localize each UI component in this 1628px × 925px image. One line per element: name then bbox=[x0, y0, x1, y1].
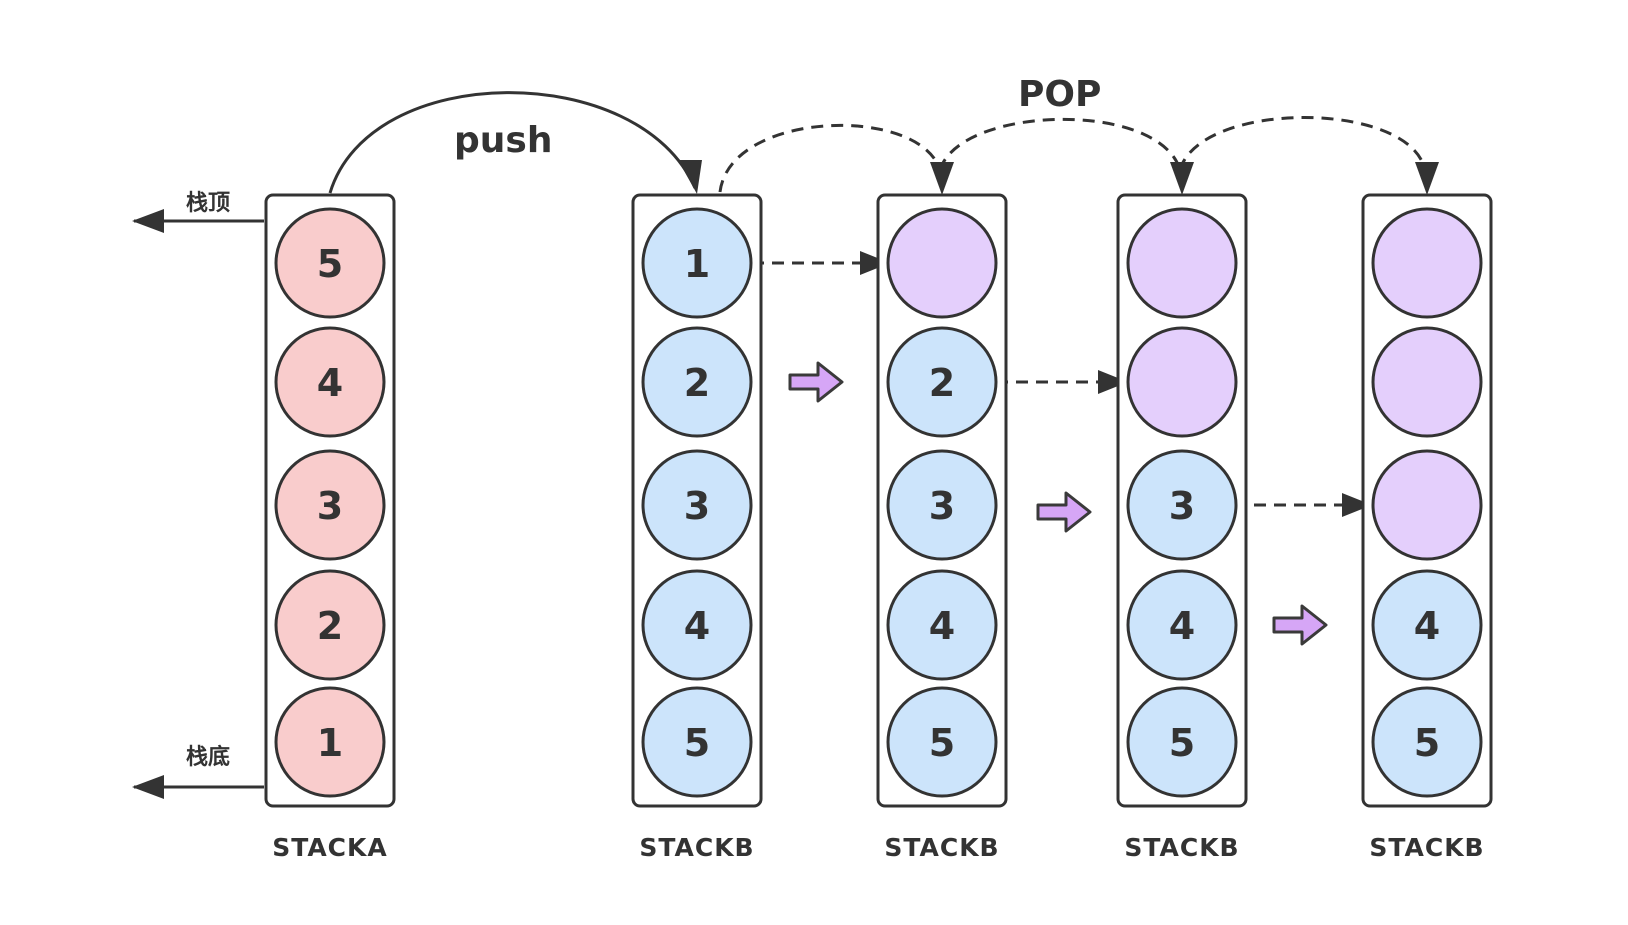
stack-element bbox=[274, 686, 386, 798]
stack-element bbox=[886, 449, 998, 561]
pop-arc-3 bbox=[1178, 116, 1427, 171]
stack-element bbox=[274, 207, 386, 319]
pop-arc-2 bbox=[938, 117, 1182, 171]
stack-label: STACKB bbox=[1124, 833, 1239, 862]
stack-label: STACKB bbox=[639, 833, 754, 862]
stack-element bbox=[274, 449, 386, 561]
stack-element-value: 2 bbox=[684, 361, 710, 405]
transition-arrow-2 bbox=[1036, 491, 1092, 533]
stack-element bbox=[1126, 686, 1238, 798]
transition-arrow-3 bbox=[1272, 604, 1328, 646]
stack-element bbox=[1371, 569, 1483, 681]
stack-element bbox=[886, 569, 998, 681]
stack-bottom-arrowhead bbox=[132, 775, 164, 799]
stack-element-value: 2 bbox=[317, 604, 343, 648]
stack-element-value: 3 bbox=[684, 484, 710, 528]
move-arrowhead-1 bbox=[860, 251, 890, 275]
stack-element bbox=[886, 326, 998, 438]
stack-label: STACKB bbox=[884, 833, 999, 862]
stack-top-arrowhead bbox=[132, 209, 164, 233]
stack-element bbox=[1126, 326, 1238, 438]
push-arrow bbox=[328, 91, 697, 194]
transition-arrow-1 bbox=[788, 361, 844, 403]
push-label: push bbox=[454, 120, 552, 161]
transition-arrows bbox=[788, 361, 1328, 646]
stack-element bbox=[641, 569, 753, 681]
push-arrowhead bbox=[678, 160, 702, 194]
stack-element bbox=[1371, 449, 1483, 561]
pop-arcs bbox=[718, 116, 1427, 193]
stack-element-value: 1 bbox=[317, 721, 343, 765]
stack-element-value: 5 bbox=[317, 242, 343, 286]
stack-column-2: 1 2 3 4 5 STACKB bbox=[631, 193, 763, 862]
stack-element-value: 2 bbox=[929, 361, 955, 405]
stack-top-label: 栈顶 bbox=[186, 191, 230, 216]
stack-element-value: 5 bbox=[929, 721, 955, 765]
stack-element-value: 5 bbox=[1169, 721, 1195, 765]
stack-element-value: 1 bbox=[684, 242, 710, 286]
stack-element bbox=[641, 207, 753, 319]
pop-arrowhead-1 bbox=[930, 162, 954, 195]
stack-element-value: 3 bbox=[317, 484, 343, 528]
stack-column-1: 5 4 3 2 1 STACKA bbox=[264, 193, 396, 862]
stack-element-value: 4 bbox=[1414, 604, 1440, 648]
stack-element-value: 4 bbox=[317, 361, 343, 405]
stack-element bbox=[641, 326, 753, 438]
stack-element bbox=[1126, 449, 1238, 561]
stack-element bbox=[641, 449, 753, 561]
stack-element bbox=[274, 569, 386, 681]
stack-element-value: 5 bbox=[684, 721, 710, 765]
stack-column-5: 4 5 STACKB bbox=[1361, 193, 1493, 862]
stack-element-value: 4 bbox=[1169, 604, 1195, 648]
stack-element bbox=[1371, 686, 1483, 798]
stack-column-3: 2 3 4 5 STACKB bbox=[876, 193, 1008, 862]
stack-element bbox=[1126, 207, 1238, 319]
stack-element bbox=[886, 207, 998, 319]
stack-element-value: 5 bbox=[1414, 721, 1440, 765]
move-arrowhead-3 bbox=[1342, 493, 1372, 517]
stack-element bbox=[1371, 207, 1483, 319]
stack-element bbox=[274, 326, 386, 438]
stack-element bbox=[641, 686, 753, 798]
stack-element bbox=[886, 686, 998, 798]
stack-element-value: 4 bbox=[929, 604, 955, 648]
stack-element bbox=[1371, 326, 1483, 438]
move-arrowhead-2 bbox=[1098, 370, 1128, 394]
stack-element bbox=[1126, 569, 1238, 681]
stack-column-4: 3 4 5 STACKB bbox=[1116, 193, 1248, 862]
stack-label: STACKB bbox=[1369, 833, 1484, 862]
pop-arrowhead-2 bbox=[1170, 162, 1194, 195]
stack-element-value: 4 bbox=[684, 604, 710, 648]
pop-arrowhead-3 bbox=[1415, 162, 1439, 195]
stack-label: STACKA bbox=[272, 833, 388, 862]
pop-arc-1 bbox=[718, 123, 942, 193]
stack-bottom-label: 栈底 bbox=[186, 744, 230, 770]
pop-label: POP bbox=[1018, 74, 1101, 115]
stack-element-value: 3 bbox=[1169, 484, 1195, 528]
stack-element-value: 3 bbox=[929, 484, 955, 528]
stacks: 5 4 3 2 1 STACKA 1 2 3 4 5 STACKB 2 3 4 5 STACKB 3 4 5 STACK… bbox=[264, 193, 1493, 862]
